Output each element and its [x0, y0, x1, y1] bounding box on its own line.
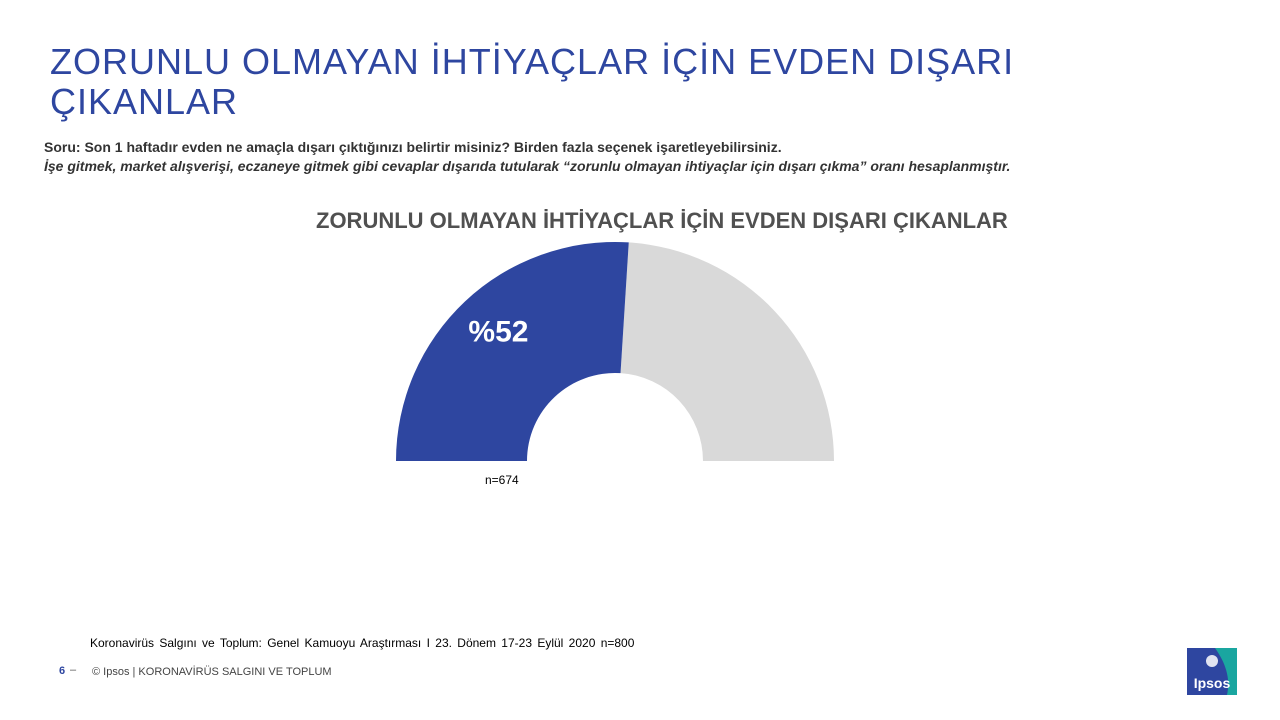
page-number-dash: – [70, 664, 77, 676]
source-footnote: Koronavirüs Salgını ve Toplum: Genel Kam… [90, 636, 635, 650]
question-line: Soru: Son 1 haftadır evden ne amaçla dış… [44, 139, 782, 155]
gauge-value-label: %52 [468, 315, 528, 348]
page-title: ZORUNLU OLMAYAN İHTİYAÇLAR İÇİN EVDEN DI… [50, 41, 1015, 122]
question-text: Soru: Son 1 haftadır evden ne amaçla dış… [44, 138, 1224, 176]
logo-text: Ipsos [1194, 675, 1231, 691]
ipsos-logo: Ipsos [1187, 648, 1237, 695]
copyright-text: © Ipsos | KORONAVİRÜS SALGINI VE TOPLUM [92, 666, 332, 678]
gauge-value-arc [396, 241, 629, 461]
question-note: İşe gitmek, market alışverişi, eczaneye … [44, 158, 1011, 174]
sample-size-label: n=674 [485, 473, 519, 487]
chart-title: ZORUNLU OLMAYAN İHTİYAÇLAR İÇİN EVDEN DI… [316, 208, 1008, 233]
page-number: 6 [59, 665, 66, 677]
gauge-remainder-arc [620, 242, 834, 461]
